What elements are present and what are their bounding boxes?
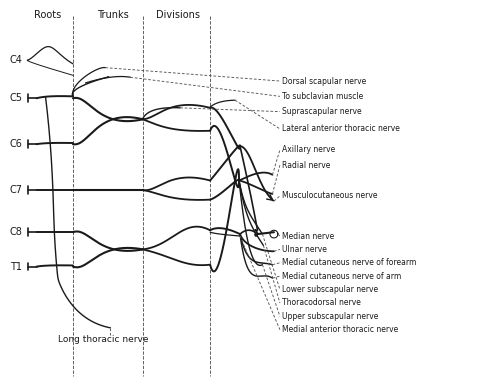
Text: T1: T1 [10, 262, 22, 271]
Text: Upper subscapular nerve: Upper subscapular nerve [282, 312, 379, 321]
Text: Medial anterior thoracic nerve: Medial anterior thoracic nerve [282, 325, 399, 334]
Text: C5: C5 [10, 93, 22, 103]
Text: Divisions: Divisions [156, 10, 200, 20]
Text: Ulnar nerve: Ulnar nerve [282, 245, 328, 254]
Text: Thoracodorsal nerve: Thoracodorsal nerve [282, 298, 362, 308]
Text: Musculocutaneous nerve: Musculocutaneous nerve [282, 191, 378, 200]
Text: Lower subscapular nerve: Lower subscapular nerve [282, 285, 378, 294]
Text: Roots: Roots [34, 10, 62, 20]
Text: Axillary nerve: Axillary nerve [282, 146, 336, 154]
Text: Lateral anterior thoracic nerve: Lateral anterior thoracic nerve [282, 124, 401, 133]
Text: Trunks: Trunks [97, 10, 129, 20]
Text: Medial cutaneous nerve of arm: Medial cutaneous nerve of arm [282, 271, 402, 281]
Text: Dorsal scapular nerve: Dorsal scapular nerve [282, 76, 366, 86]
Text: Radial nerve: Radial nerve [282, 161, 331, 170]
Text: C7: C7 [10, 185, 22, 195]
Text: Median nerve: Median nerve [282, 232, 335, 240]
Text: C6: C6 [10, 139, 22, 149]
Text: Medial cutaneous nerve of forearm: Medial cutaneous nerve of forearm [282, 258, 417, 267]
Text: Suprascapular nerve: Suprascapular nerve [282, 107, 362, 116]
Text: Long thoracic nerve: Long thoracic nerve [58, 335, 148, 344]
Text: C4: C4 [10, 55, 22, 65]
Text: To subclavian muscle: To subclavian muscle [282, 92, 364, 101]
Text: C8: C8 [10, 227, 22, 237]
